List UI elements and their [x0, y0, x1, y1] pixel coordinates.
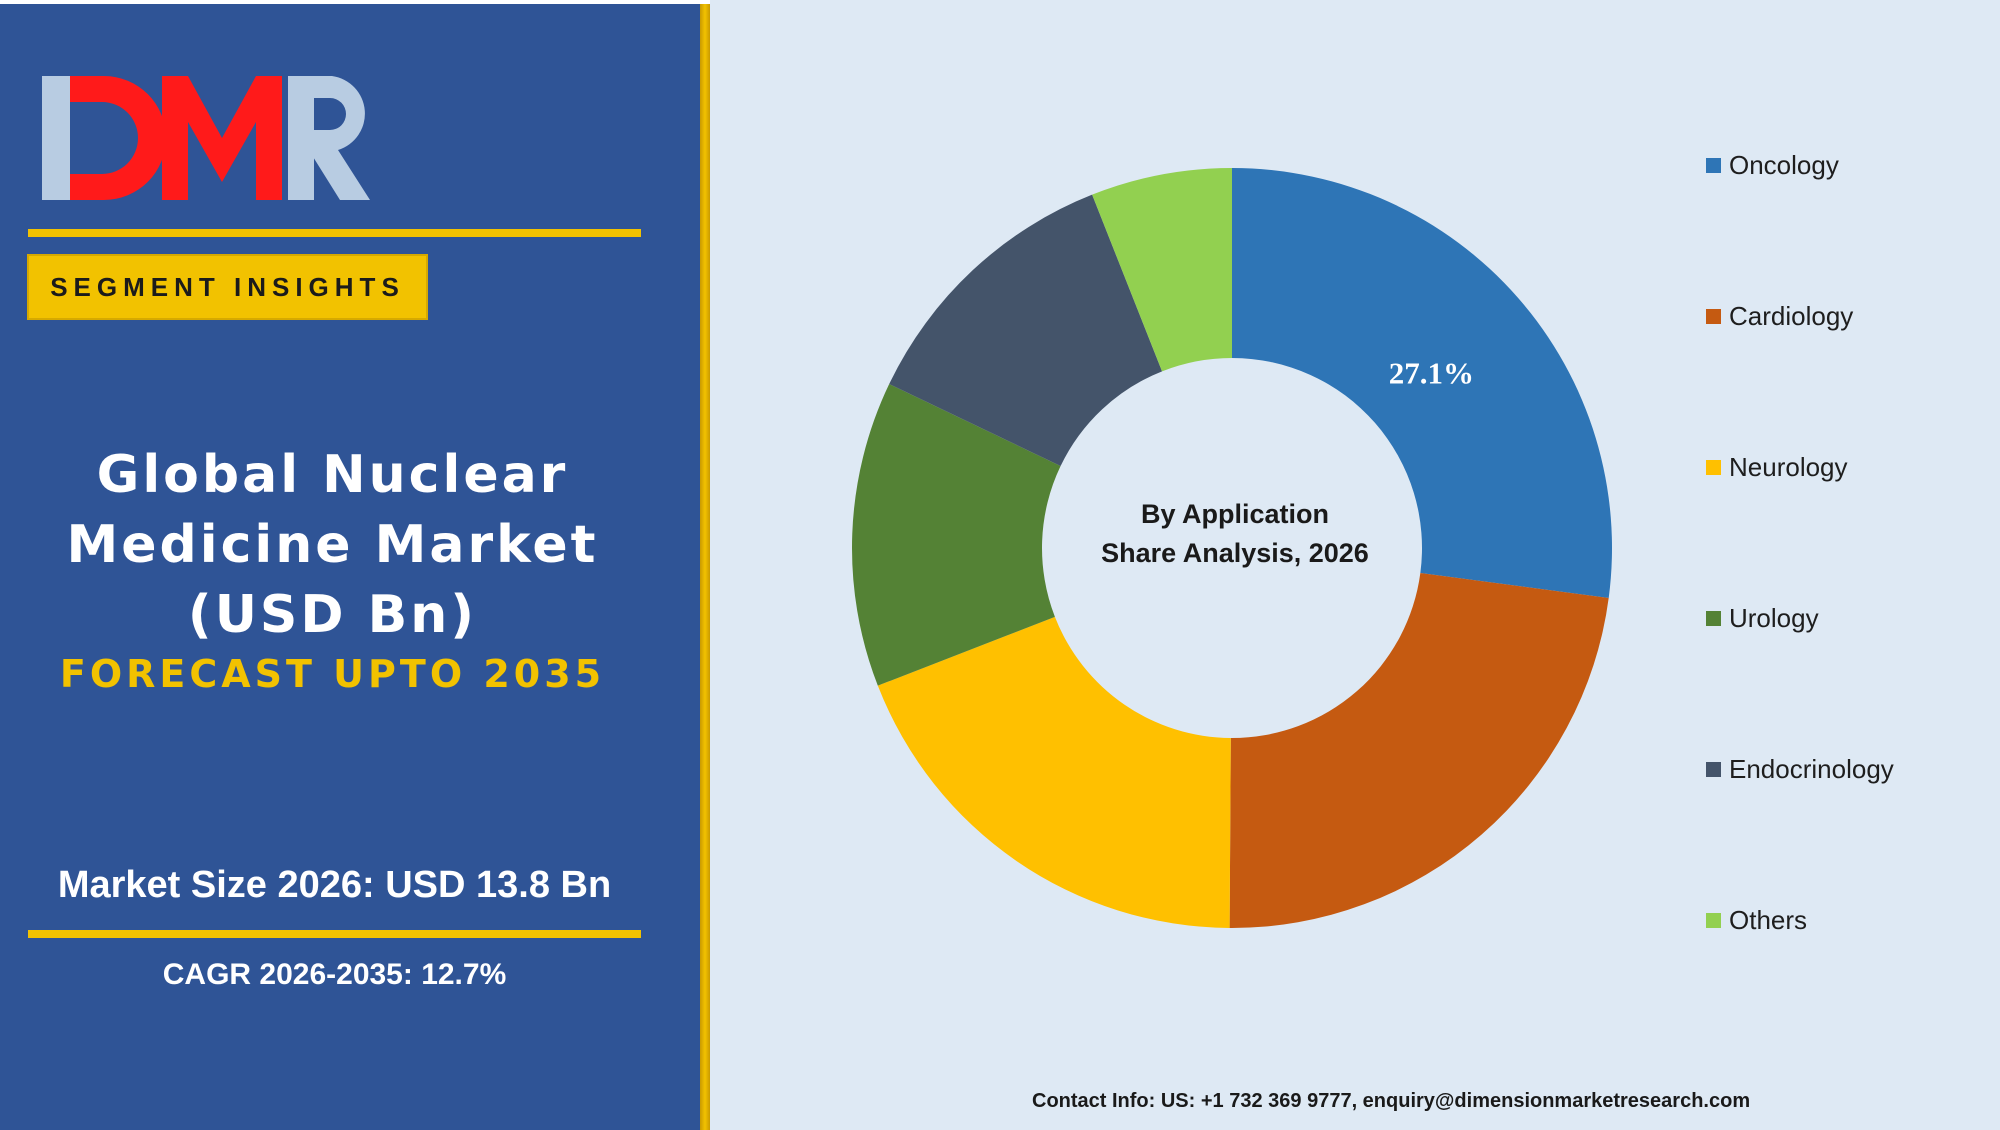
center-label-line-2: Share Analysis, 2026 [1101, 538, 1369, 568]
legend-swatch [1706, 158, 1721, 173]
legend-label: Neurology [1729, 452, 1848, 482]
legend-swatch [1706, 611, 1721, 626]
center-label-line-1: By Application [1141, 499, 1329, 529]
legend-label: Endocrinology [1729, 754, 1894, 784]
dmr-logo [42, 76, 370, 200]
slice-endocrinology [889, 194, 1163, 467]
slice-others [1092, 168, 1232, 372]
legend-item-cardiology: Cardiology [1706, 301, 1853, 332]
legend-label: Cardiology [1729, 301, 1854, 331]
legend-swatch [1706, 913, 1721, 928]
contact-info: Contact Info: US: +1 732 369 9777, enqui… [1032, 1090, 1751, 1112]
slice-neurology [877, 616, 1231, 928]
market-size: Market Size 2026: USD 13.8 Bn [57, 864, 612, 906]
title-line-3: (USD Bn) [187, 585, 478, 645]
report-title: Global Nuclear Medicine Market (USD Bn) [40, 440, 625, 650]
top-rule [28, 229, 641, 237]
legend-item-oncology: Oncology [1706, 150, 1839, 181]
legend-item-others: Others [1706, 905, 1807, 936]
title-line-2: Medicine Market [66, 515, 599, 575]
cagr: CAGR 2026-2035: 12.7% [162, 958, 507, 991]
legend-swatch [1706, 309, 1721, 324]
title-line-1: Global Nuclear [96, 445, 569, 505]
legend-item-neurology: Neurology [1706, 452, 1848, 483]
bottom-rule [28, 930, 641, 938]
slice-urology [852, 384, 1061, 686]
slice-cardiology [1229, 572, 1609, 928]
legend-swatch [1706, 460, 1721, 475]
legend-item-endocrinology: Endocrinology [1706, 754, 1894, 785]
legend-label: Urology [1729, 603, 1819, 633]
legend-swatch [1706, 762, 1721, 777]
segment-insights-badge: SEGMENT INSIGHTS [27, 254, 428, 320]
divider-bar [700, 4, 710, 1130]
forecast-subtitle: FORECAST UPTO 2035 [59, 652, 606, 696]
slice-oncology [1232, 168, 1613, 598]
legend-label: Others [1729, 905, 1808, 935]
legend-label: Oncology [1729, 150, 1839, 180]
data-label-oncology: 27.1% [1389, 355, 1474, 390]
legend-item-urology: Urology [1706, 603, 1819, 634]
